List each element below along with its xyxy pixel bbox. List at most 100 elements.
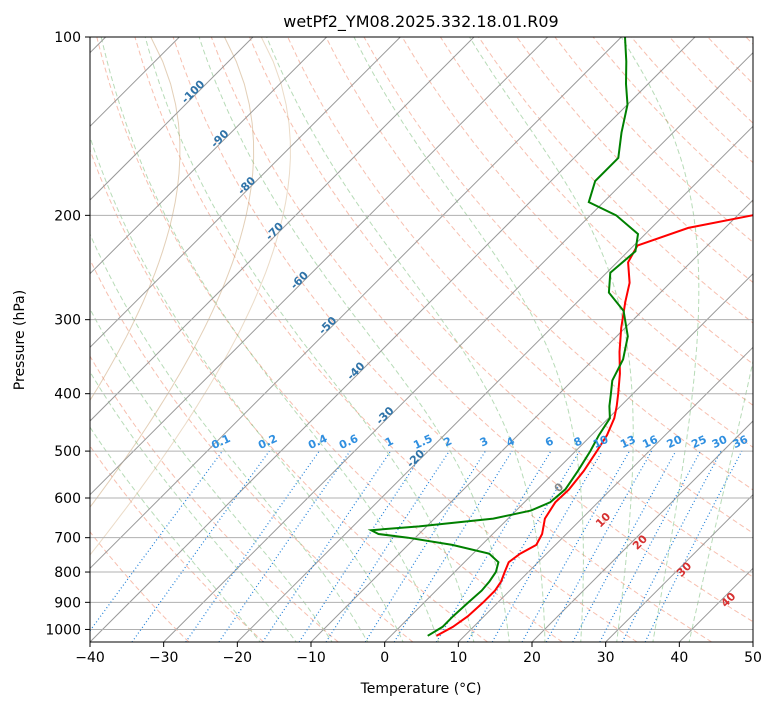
mixing-ratio-label: 2	[442, 434, 454, 449]
dry-adiabat	[211, 37, 775, 642]
x-tick-label: −20	[223, 650, 253, 666]
isotherm-label: -60	[288, 268, 311, 291]
isotherm-label: -30	[373, 404, 396, 427]
isotherm-label: -100	[179, 77, 208, 106]
dry-adiabat	[746, 37, 775, 642]
moist-adiabat	[621, 37, 699, 644]
dry-adiabat	[555, 37, 775, 642]
mixing-ratio-label: 1	[383, 434, 395, 449]
y-tick-label: 300	[54, 313, 81, 329]
x-tick-label: 20	[523, 650, 541, 666]
isotherm-line	[753, 37, 775, 642]
isotherm-line	[0, 37, 474, 642]
mixing-ratio-line	[573, 451, 676, 642]
moist-adiabat	[470, 37, 634, 644]
dry-adiabat	[0, 37, 338, 642]
moist-adiabat	[5, 37, 334, 644]
y-tick-label: 100	[54, 30, 81, 46]
mixing-ratio-label: 16	[640, 433, 660, 451]
isotherm-line	[311, 37, 775, 642]
mixing-ratio-label: 3	[478, 434, 490, 449]
y-tick-label: 900	[54, 595, 81, 611]
x-tick-label: −40	[75, 650, 105, 666]
mixing-ratio-label: 0.1	[209, 432, 232, 452]
x-tick-label: 40	[670, 650, 688, 666]
mixing-ratio-line	[82, 451, 223, 642]
moist-adiabat	[33, 37, 369, 644]
isotherm-line	[164, 37, 769, 642]
y-tick-label: 700	[54, 531, 81, 547]
dry-adiabat	[20, 37, 413, 642]
mixing-ratio-label: 30	[710, 433, 730, 451]
mixing-ratio-label: 0.2	[256, 432, 279, 452]
dry-adiabat	[135, 37, 637, 642]
y-tick-label: 800	[54, 565, 81, 581]
isotherm-line	[458, 37, 775, 642]
y-tick-label: 1000	[45, 622, 81, 638]
isotherm-label: -80	[235, 174, 258, 197]
mixing-ratio-line	[394, 451, 512, 642]
mixing-ratio-label: 6	[543, 434, 556, 449]
isotherm-line	[0, 37, 327, 642]
mixing-ratio-line	[600, 451, 701, 642]
isotherm-line	[679, 37, 775, 642]
dry-adiabat	[0, 37, 264, 642]
dry-adiabat	[364, 37, 775, 642]
dry-adiabat	[517, 37, 775, 642]
moist-adiabat	[101, 37, 439, 644]
isotherm-line	[90, 37, 695, 642]
chart-title: wetPf2_YM08.2025.332.18.01.R09	[283, 12, 558, 32]
mixing-ratio-label: 25	[689, 433, 708, 451]
adiabat-label: 20	[630, 532, 650, 552]
mixing-ratio-label: 20	[665, 433, 685, 451]
moist-adiabat	[689, 37, 775, 644]
y-tick-label: 400	[54, 387, 81, 403]
mixing-ratio-line	[468, 451, 580, 642]
tan-curve	[18, 37, 290, 642]
grid-layer	[0, 37, 775, 644]
x-tick-label: 50	[744, 650, 762, 666]
isotherm-label: -70	[263, 220, 286, 243]
plot-frame	[90, 37, 753, 642]
isotherm-line	[0, 37, 253, 642]
series-layer	[371, 37, 775, 636]
dry-adiabat	[288, 37, 775, 642]
dry-adiabat	[0, 37, 189, 642]
mixing-ratio-line	[365, 451, 485, 642]
moist-adiabat	[354, 37, 583, 644]
adiabat-label: 30	[674, 559, 694, 579]
isotherm-line	[0, 37, 400, 642]
tan-curve	[0, 37, 254, 642]
isotherm-line	[606, 37, 775, 642]
x-tick-label: 0	[380, 650, 389, 666]
mixing-ratio-line	[326, 451, 449, 642]
y-tick-label: 500	[54, 444, 81, 460]
dry-adiabat	[670, 37, 775, 642]
y-tick-label: 200	[54, 208, 81, 224]
isotherm-line	[532, 37, 775, 642]
label-layer: -100-90-80-70-60-50-40-30-200102030400.1…	[179, 77, 751, 609]
mixing-ratio-line	[645, 451, 742, 642]
dry-adiabat	[708, 37, 775, 642]
isotherm-label: -90	[208, 127, 231, 150]
mixing-ratio-line	[132, 451, 269, 642]
mixing-ratio-label: 8	[572, 434, 584, 449]
y-tick-label: 600	[54, 491, 81, 507]
isotherm-line	[237, 37, 775, 642]
moist-adiabat	[0, 37, 298, 644]
adiabat-label: 40	[718, 590, 738, 610]
mixing-ratio-line	[219, 451, 350, 642]
x-tick-label: 30	[597, 650, 615, 666]
x-axis-label: Temperature (°C)	[360, 681, 482, 697]
isotherm-label: -40	[344, 359, 367, 382]
mixing-ratio-label: 13	[618, 433, 637, 451]
x-tick-label: −30	[149, 650, 179, 666]
x-tick-label: −10	[296, 650, 326, 666]
mixing-ratio-label: 0.4	[306, 432, 329, 452]
y-axis-label: Pressure (hPa)	[12, 290, 28, 390]
isotherm-label: -50	[316, 314, 339, 337]
dry-adiabat	[326, 37, 775, 642]
mixing-ratio-line	[263, 451, 391, 642]
